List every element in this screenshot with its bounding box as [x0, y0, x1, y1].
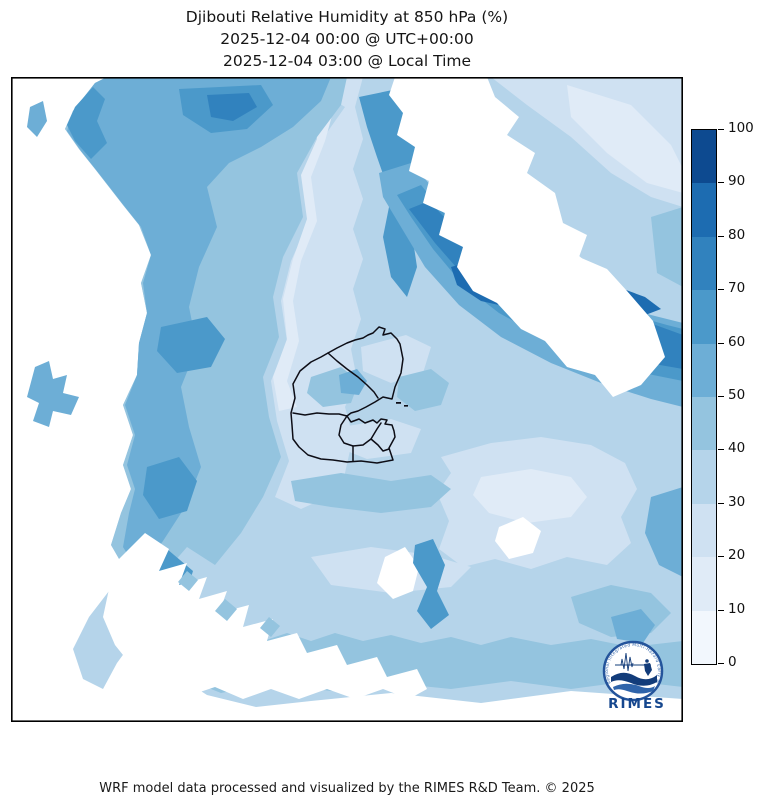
title-block: Djibouti Relative Humidity at 850 hPa (%…: [11, 6, 683, 72]
title-line-2: 2025-12-04 00:00 @ UTC+00:00: [220, 30, 474, 48]
colorbar-segment-50-60: [692, 343, 716, 397]
djibouti-outline: [290, 326, 404, 464]
rimes-logo-waves: [611, 672, 657, 694]
footer-credit: WRF model data processed and visualized …: [99, 781, 595, 796]
colorbar-segment-80-90: [692, 183, 716, 237]
plot-frame: [11, 77, 683, 722]
region-border-tadjourah: [292, 412, 348, 417]
title-line-1: Djibouti Relative Humidity at 850 hPa (%…: [185, 8, 509, 26]
colorbar: [691, 129, 717, 665]
colorbar-segment-70-80: [692, 236, 716, 291]
region-border-obock: [327, 352, 379, 399]
colorbar-segment-60-70: [692, 290, 716, 344]
colorbar-segment-40-50: [692, 396, 716, 451]
colorbar-segment-90-100: [692, 129, 716, 184]
colorbar-segment-30-40: [692, 450, 716, 504]
colorbar-ticks: 0 10 20 30 40 50 60 70 80 90 100: [717, 120, 763, 670]
colorbar-segment-10-20: [692, 557, 716, 611]
rimes-wordmark: RIMES: [608, 696, 666, 712]
colorbar-segment-0-10: [692, 610, 716, 664]
rimes-logo-figure-icon: [644, 659, 652, 676]
title-line-3: 2025-12-04 03:00 @ Local Time: [222, 52, 472, 70]
colorbar-segment-20-30: [692, 503, 716, 558]
contour-map-svg: Regional Integrated Multi-Hazard Early W…: [11, 77, 683, 722]
map-plot-area: Regional Integrated Multi-Hazard Early W…: [11, 77, 683, 722]
moucha-islands: [396, 402, 408, 407]
djibouti-boundaries: [290, 326, 408, 464]
region-border-djiboutiville: [370, 438, 390, 452]
